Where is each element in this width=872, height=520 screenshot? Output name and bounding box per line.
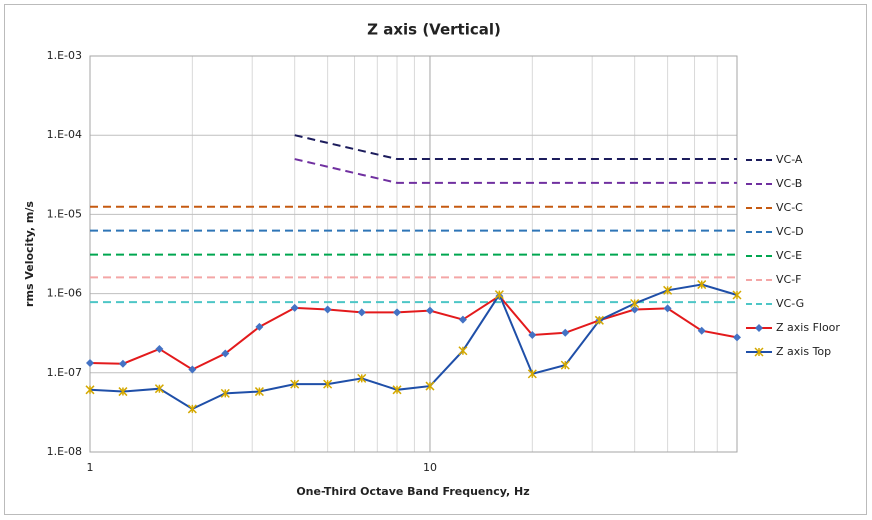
legend-label: VC-F <box>776 273 802 286</box>
marker <box>732 290 742 300</box>
y-tick-label: 1.E-07 <box>47 366 82 379</box>
marker <box>527 369 537 379</box>
series-line <box>89 294 738 371</box>
marker <box>594 315 604 325</box>
x-tick-label: 1 <box>87 461 94 474</box>
series-line <box>294 134 737 161</box>
marker <box>393 308 402 317</box>
marker <box>254 387 264 397</box>
marker <box>290 379 300 389</box>
marker <box>155 344 164 353</box>
y-axis-title: rms Velocity, m/s <box>23 201 36 307</box>
marker <box>697 280 707 290</box>
marker <box>494 290 504 300</box>
marker <box>528 331 537 340</box>
marker <box>697 326 706 335</box>
marker <box>323 379 333 389</box>
marker <box>630 298 640 309</box>
series-line <box>294 158 737 184</box>
marker <box>290 303 299 312</box>
marker <box>425 306 434 315</box>
y-tick-label: 1.E-03 <box>47 49 82 62</box>
marker <box>425 381 435 391</box>
x-axis-title: One-Third Octave Band Frequency, Hz <box>296 485 529 498</box>
marker <box>458 315 467 324</box>
marker <box>255 322 264 331</box>
marker <box>357 308 366 317</box>
marker <box>85 385 95 395</box>
legend-marker <box>755 324 763 332</box>
legend-label: VC-A <box>776 153 803 166</box>
legend-marker <box>754 347 764 357</box>
chart-title: Z axis (Vertical) <box>367 21 501 39</box>
marker <box>560 360 570 370</box>
marker <box>118 387 128 397</box>
marker <box>187 404 197 414</box>
marker <box>220 388 230 398</box>
legend-label: VC-C <box>776 201 803 214</box>
marker <box>392 385 402 395</box>
legend-label: VC-E <box>776 249 802 262</box>
marker <box>154 384 164 394</box>
marker <box>357 373 367 383</box>
legend-label: VC-B <box>776 177 802 190</box>
chart-frame <box>4 4 867 515</box>
marker <box>118 359 127 368</box>
marker <box>561 328 570 337</box>
y-tick-label: 1.E-04 <box>47 128 82 141</box>
y-tick-label: 1.E-05 <box>47 207 82 220</box>
marker <box>86 358 94 367</box>
y-tick-label: 1.E-06 <box>47 287 82 300</box>
marker <box>458 346 468 356</box>
marker <box>663 285 673 295</box>
marker <box>188 365 197 374</box>
marker <box>221 349 230 358</box>
marker <box>663 304 672 313</box>
marker <box>323 305 332 314</box>
series-line <box>89 283 738 411</box>
x-tick-label: 10 <box>423 461 437 474</box>
y-tick-label: 1.E-08 <box>47 445 82 458</box>
legend-label: VC-D <box>776 225 804 238</box>
marker <box>733 333 741 342</box>
marker <box>630 305 639 314</box>
legend-label: Z axis Floor <box>776 321 840 334</box>
legend-label: Z axis Top <box>776 345 831 358</box>
legend-label: VC-G <box>776 297 804 310</box>
